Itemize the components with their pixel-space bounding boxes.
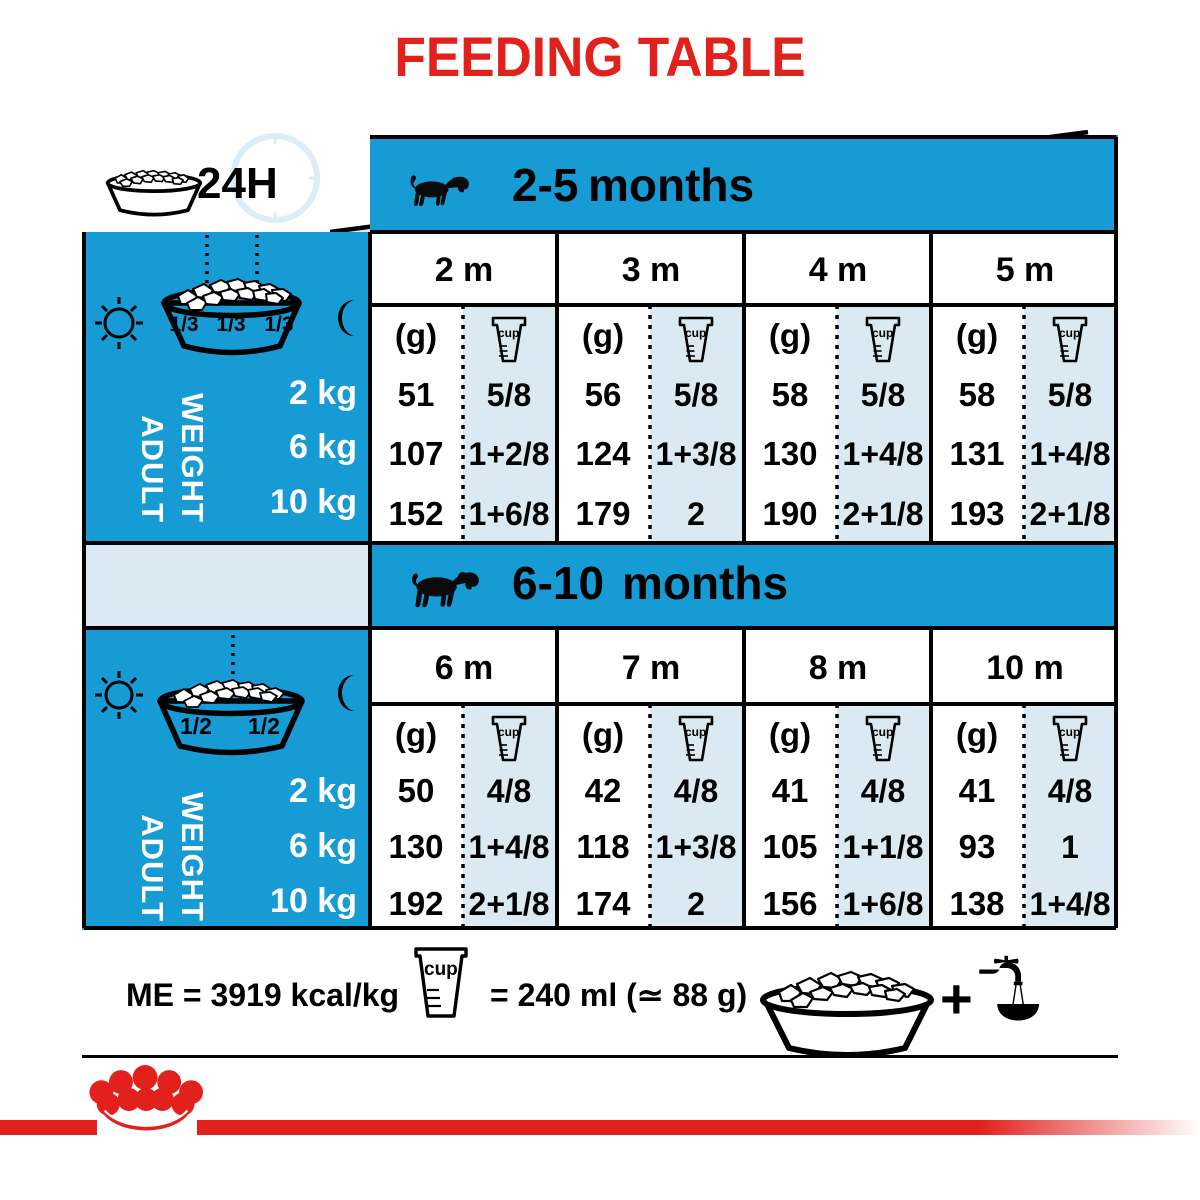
svg-text:2 kg: 2 kg <box>289 374 357 412</box>
svg-text:(g): (g) <box>769 716 811 753</box>
svg-text:6 kg: 6 kg <box>289 428 357 466</box>
svg-text:cup: cup <box>424 959 458 980</box>
svg-text:156: 156 <box>762 885 817 922</box>
svg-text:174: 174 <box>575 885 631 922</box>
svg-text:6 m: 6 m <box>435 649 494 687</box>
svg-text:5/8: 5/8 <box>1048 377 1092 413</box>
svg-text:1+3/8: 1+3/8 <box>656 436 737 472</box>
svg-text:(g): (g) <box>395 317 437 354</box>
svg-text:58: 58 <box>772 376 809 413</box>
svg-text:1+3/8: 1+3/8 <box>656 829 737 865</box>
svg-text:1+4/8: 1+4/8 <box>1030 436 1111 472</box>
svg-text:152: 152 <box>388 495 443 532</box>
svg-text:10 m: 10 m <box>986 649 1064 687</box>
svg-text:2: 2 <box>687 496 705 532</box>
svg-text:4/8: 4/8 <box>487 773 531 809</box>
svg-text:5 m: 5 m <box>996 251 1055 289</box>
svg-text:118: 118 <box>576 828 629 865</box>
svg-text:2+1/8: 2+1/8 <box>1030 496 1111 532</box>
svg-text:58: 58 <box>959 376 996 413</box>
svg-text:(g): (g) <box>956 716 998 753</box>
svg-text:3 m: 3 m <box>622 251 681 289</box>
svg-text:(g): (g) <box>956 317 998 354</box>
svg-text:193: 193 <box>949 495 1004 532</box>
svg-text:1/3: 1/3 <box>169 313 198 336</box>
svg-text:months: months <box>588 159 754 211</box>
svg-text:1/2: 1/2 <box>248 713 280 739</box>
svg-text:2 m: 2 m <box>435 251 494 289</box>
svg-text:4/8: 4/8 <box>674 773 718 809</box>
svg-text:1/3: 1/3 <box>264 313 293 336</box>
svg-text:5/8: 5/8 <box>861 377 905 413</box>
svg-text:10 kg: 10 kg <box>270 483 357 521</box>
svg-text:130: 130 <box>762 435 817 472</box>
svg-text:41: 41 <box>959 772 996 809</box>
svg-text:1/2: 1/2 <box>180 713 212 739</box>
svg-text:(g): (g) <box>582 317 624 354</box>
svg-text:4/8: 4/8 <box>1048 773 1092 809</box>
svg-text:2+1/8: 2+1/8 <box>843 496 924 532</box>
svg-text:7 m: 7 m <box>622 649 681 687</box>
svg-text:(g): (g) <box>769 317 811 354</box>
svg-text:179: 179 <box>575 495 630 532</box>
svg-text:190: 190 <box>762 495 817 532</box>
svg-text:2: 2 <box>687 886 705 922</box>
svg-text:42: 42 <box>585 772 622 809</box>
svg-text:105: 105 <box>762 828 817 865</box>
svg-text:2-5: 2-5 <box>512 159 578 211</box>
svg-text:1/3: 1/3 <box>216 313 245 336</box>
svg-text:4/8: 4/8 <box>861 773 905 809</box>
svg-text:months: months <box>622 557 788 609</box>
svg-text:ME = 3919 kcal/kg: ME = 3919 kcal/kg <box>126 977 399 1013</box>
svg-text:56: 56 <box>585 376 622 413</box>
svg-text:93: 93 <box>959 828 996 865</box>
svg-text:(g): (g) <box>395 716 437 753</box>
svg-text:6 kg: 6 kg <box>289 827 357 865</box>
svg-text:+: + <box>940 967 973 1030</box>
svg-text:1+6/8: 1+6/8 <box>469 496 550 532</box>
svg-text:1+4/8: 1+4/8 <box>469 829 550 865</box>
svg-text:5/8: 5/8 <box>674 377 718 413</box>
svg-text:= 240 ml (≃ 88 g): = 240 ml (≃ 88 g) <box>490 977 747 1013</box>
svg-text:(g): (g) <box>582 716 624 753</box>
svg-text:130: 130 <box>388 828 443 865</box>
svg-text:2 kg: 2 kg <box>289 772 357 810</box>
svg-text:131: 131 <box>949 435 1004 472</box>
svg-text:ADULT: ADULT <box>135 415 170 523</box>
svg-text:5/8: 5/8 <box>487 377 531 413</box>
svg-text:WEIGHT: WEIGHT <box>175 792 210 922</box>
svg-text:8 m: 8 m <box>809 649 868 687</box>
svg-text:1+2/8: 1+2/8 <box>469 436 550 472</box>
svg-text:192: 192 <box>388 885 443 922</box>
svg-text:107: 107 <box>388 435 443 472</box>
svg-text:124: 124 <box>575 435 631 472</box>
svg-text:41: 41 <box>772 772 809 809</box>
svg-text:2+1/8: 2+1/8 <box>469 886 550 922</box>
svg-text:51: 51 <box>398 376 435 413</box>
svg-text:WEIGHT: WEIGHT <box>175 393 210 523</box>
svg-text:50: 50 <box>398 772 435 809</box>
svg-text:1: 1 <box>1061 829 1079 865</box>
svg-text:6-10: 6-10 <box>512 557 604 609</box>
svg-text:1+4/8: 1+4/8 <box>1030 886 1111 922</box>
svg-text:ADULT: ADULT <box>135 814 170 922</box>
svg-text:1+4/8: 1+4/8 <box>843 436 924 472</box>
svg-text:4 m: 4 m <box>809 251 868 289</box>
svg-text:1+1/8: 1+1/8 <box>843 829 924 865</box>
svg-text:10 kg: 10 kg <box>270 882 357 920</box>
svg-text:138: 138 <box>949 885 1004 922</box>
svg-text:1+6/8: 1+6/8 <box>843 886 924 922</box>
